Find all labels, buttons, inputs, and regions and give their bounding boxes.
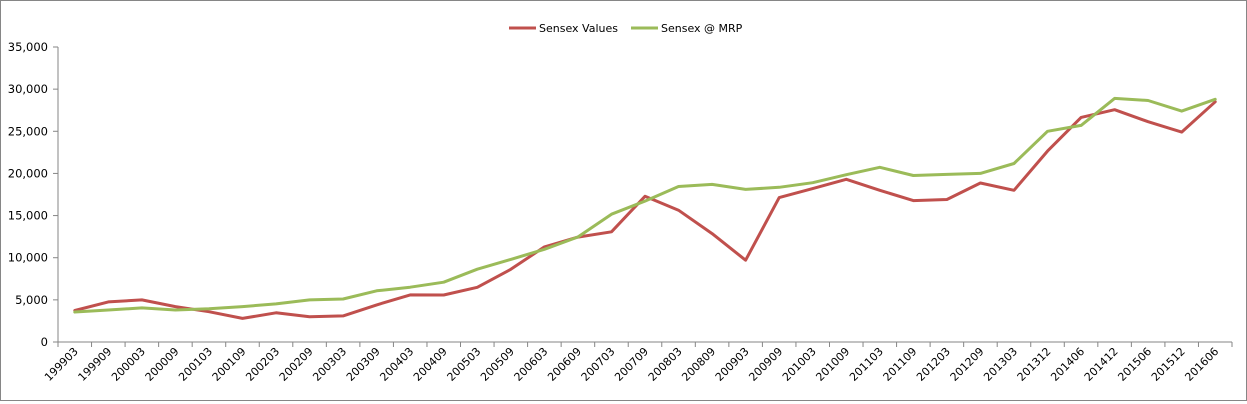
x-tick-label: 200309 (344, 345, 383, 384)
legend-label: Sensex Values (539, 22, 618, 35)
x-tick-label: 200209 (277, 345, 316, 384)
x-tick-label: 201203 (914, 345, 953, 384)
y-tick-label: 5,000 (15, 293, 48, 307)
x-tick-label: 200103 (176, 345, 215, 384)
series-line-sensex-mrp (73, 96, 1217, 314)
series-line-sensex-values (73, 100, 1217, 320)
x-tick-label: 201312 (1015, 345, 1054, 384)
y-tick-label: 25,000 (8, 124, 48, 138)
x-tick-label: 201506 (1115, 345, 1154, 384)
x-tick-label: 199909 (76, 345, 115, 384)
x-tick-label: 200603 (512, 345, 551, 384)
x-tick-label: 200409 (411, 345, 450, 384)
y-tick-label: 10,000 (8, 251, 48, 265)
x-axis: 1999031999092000032000092001032001092002… (42, 341, 1233, 384)
x-tick-label: 201003 (780, 345, 819, 384)
x-tick-label: 201109 (881, 345, 920, 384)
x-tick-label: 200403 (377, 345, 416, 384)
x-tick-label: 201103 (847, 345, 886, 384)
x-tick-label: 201009 (813, 345, 852, 384)
x-tick-label: 201606 (1182, 345, 1221, 384)
x-tick-label: 200903 (713, 345, 752, 384)
legend: Sensex Values Sensex @ MRP (509, 22, 743, 35)
x-tick-label: 201512 (1149, 345, 1188, 384)
x-tick-label: 201412 (1082, 345, 1121, 384)
x-tick-label: 200703 (579, 345, 618, 384)
y-tick-label: 20,000 (8, 166, 48, 180)
x-tick-label: 200803 (646, 345, 685, 384)
x-tick-label: 200003 (109, 345, 148, 384)
x-tick-label: 200609 (545, 345, 584, 384)
legend-label: Sensex @ MRP (661, 22, 743, 35)
y-tick-label: 30,000 (8, 82, 48, 96)
x-tick-label: 200909 (746, 345, 785, 384)
y-tick-label: 0 (41, 335, 48, 349)
series-group (73, 96, 1217, 320)
x-tick-label: 200009 (143, 345, 182, 384)
y-axis: 0 5,000 10,000 15,000 20,000 25,000 30,000 35,0… (8, 40, 59, 349)
x-tick-label: 200203 (243, 345, 282, 384)
x-tick-label: 201406 (1048, 345, 1087, 384)
x-tick-label: 200109 (210, 345, 249, 384)
x-tick-label: 201303 (981, 345, 1020, 384)
x-tick-label: 201209 (948, 345, 987, 384)
x-tick-label: 199903 (42, 345, 81, 384)
y-tick-label: 15,000 (8, 209, 48, 223)
x-tick-label: 200509 (478, 345, 517, 384)
x-tick-label: 200709 (612, 345, 651, 384)
x-tick-label: 200809 (679, 345, 718, 384)
x-tick-label: 200503 (445, 345, 484, 384)
y-tick-label: 35,000 (8, 40, 48, 54)
x-tick-label: 200303 (310, 345, 349, 384)
